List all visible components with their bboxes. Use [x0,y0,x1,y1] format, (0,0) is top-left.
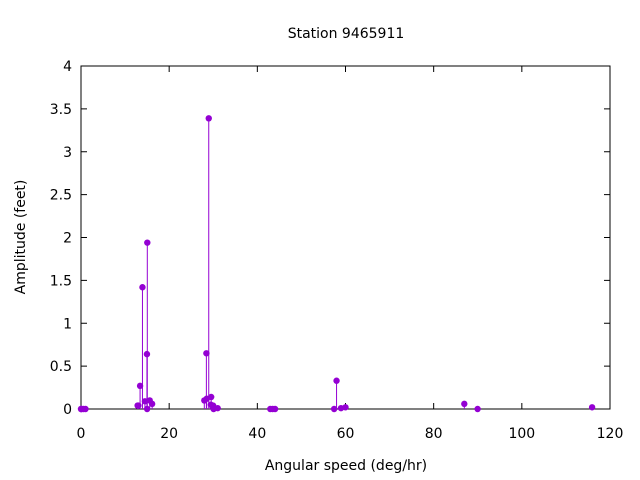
data-point [144,239,151,246]
x-tick-label: 0 [77,426,86,442]
x-axis: 0 20 40 60 80 100 120 [77,66,624,442]
y-tick-label: 4 [63,59,72,75]
data-point [143,405,151,413]
impulse-lines [137,118,593,409]
x-axis-label: Angular speed (deg/hr) [265,458,427,474]
x-tick-label: 60 [337,426,355,442]
y-tick-label: 0.5 [50,359,72,375]
data-point [139,284,146,291]
x-tick-label: 100 [508,426,535,442]
data-points [77,115,596,413]
x-tick-label: 80 [425,426,443,442]
data-point [205,115,212,122]
data-point [136,382,144,390]
plot-border [80,65,611,410]
y-tick-label: 1.5 [50,273,72,289]
data-point [461,400,468,408]
data-point [474,405,481,413]
data-point [588,404,596,411]
data-point [214,404,221,412]
data-point [143,350,151,358]
x-tick-label: 40 [248,426,266,442]
data-point [271,405,279,413]
y-tick-label: 1 [63,316,72,332]
data-point [203,350,210,357]
y-tick-label: 2 [63,231,72,247]
y-axis: 0 0.5 1 1.5 2 2.5 3 3.5 4 [50,59,610,418]
y-tick-label: 0 [63,402,72,418]
x-tick-label: 20 [160,426,178,442]
data-point [330,405,338,413]
data-point [342,404,349,411]
y-tick-label: 3.5 [50,102,72,118]
x-tick-label: 120 [597,426,624,442]
data-point [82,405,89,413]
y-tick-label: 2.5 [50,188,72,204]
data-point [333,377,340,384]
data-point [141,398,149,405]
data-point [207,393,215,401]
plot-frame [80,65,611,410]
data-point [135,402,142,409]
data-point [148,400,156,408]
y-axis-label: Amplitude (feet) [13,180,29,295]
y-tick-label: 3 [63,145,72,161]
chart-title: Station 9465911 [288,26,405,42]
